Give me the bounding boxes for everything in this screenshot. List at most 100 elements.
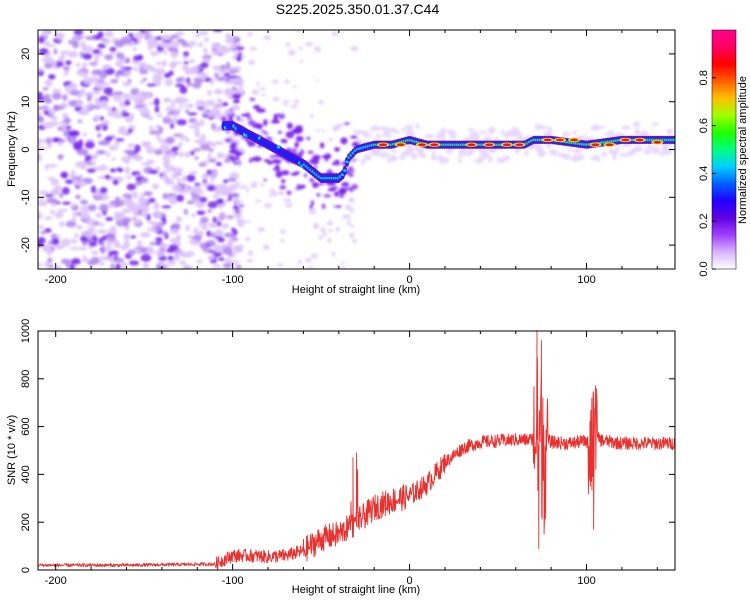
- noise-blob: [59, 220, 65, 227]
- noise-blob: [268, 195, 272, 198]
- noise-blob: [74, 161, 86, 168]
- noise-blob: [121, 261, 127, 269]
- noise-blob: [53, 48, 58, 55]
- ridge-halo-blob: [562, 131, 571, 137]
- noise-blob: [106, 239, 113, 246]
- noise-blob: [176, 119, 187, 126]
- noise-blob: [233, 199, 243, 204]
- ridge-halo-blob: [457, 158, 462, 164]
- noise-blob: [88, 62, 98, 66]
- ridge-halo-blob: [575, 147, 581, 153]
- noise-blob: [194, 132, 201, 138]
- noise-blob: [84, 35, 96, 41]
- ridge-halo-blob: [375, 133, 381, 140]
- noise-blob: [75, 62, 82, 67]
- y-tick-label: -10: [20, 189, 32, 205]
- noise-blob: [196, 259, 203, 264]
- noise-blob: [264, 132, 269, 135]
- noise-blob: [89, 241, 98, 247]
- noise-blob: [122, 112, 131, 117]
- noise-blob: [38, 200, 48, 207]
- noise-blob: [112, 179, 119, 186]
- ridge-halo-blob: [251, 156, 262, 162]
- noise-blob: [156, 113, 163, 118]
- hot-spot: [417, 143, 426, 147]
- ridge-halo-blob: [609, 148, 620, 155]
- noise-blob: [183, 61, 189, 65]
- noise-blob: [235, 181, 240, 188]
- noise-blob: [161, 34, 171, 42]
- y-tick-label: 200: [20, 513, 32, 531]
- noise-blob: [38, 138, 44, 143]
- noise-blob: [224, 158, 231, 163]
- hot-spot: [485, 143, 494, 147]
- ridge-halo-blob: [534, 126, 543, 131]
- snr-series-line: [38, 331, 675, 570]
- ridge-halo-blob: [281, 170, 290, 176]
- noise-blob: [75, 180, 87, 187]
- noise-blob: [137, 239, 143, 248]
- noise-blob: [174, 31, 185, 36]
- noise-blob: [127, 128, 133, 134]
- noise-blob: [64, 85, 70, 93]
- ridge-halo-blob: [281, 179, 286, 184]
- noise-blob: [71, 202, 77, 210]
- ridge-halo-blob: [446, 129, 454, 135]
- noise-blob: [347, 166, 354, 171]
- noise-blob: [277, 190, 285, 196]
- noise-blob: [141, 162, 152, 166]
- noise-blob: [207, 208, 213, 213]
- ridge-halo-blob: [405, 129, 415, 137]
- noise-blob: [245, 187, 250, 193]
- noise-blob: [162, 192, 168, 200]
- noise-blob: [162, 218, 167, 225]
- noise-blob: [211, 50, 221, 56]
- noise-blob: [196, 79, 205, 83]
- noise-blob: [100, 38, 107, 42]
- noise-blob: [283, 101, 288, 107]
- noise-blob: [349, 169, 355, 173]
- ridge-halo-blob: [496, 157, 507, 164]
- noise-blob: [121, 65, 126, 74]
- noise-blob: [146, 213, 151, 221]
- noise-blob: [212, 171, 219, 176]
- noise-blob: [43, 40, 51, 45]
- noise-blob: [192, 81, 202, 89]
- noise-blob: [232, 209, 237, 214]
- ridge-halo-blob: [331, 162, 341, 166]
- noise-blob: [97, 43, 106, 49]
- noise-blob: [348, 196, 355, 203]
- noise-blob: [181, 175, 188, 182]
- noise-blob: [251, 89, 260, 96]
- y-tick-label: 400: [20, 465, 32, 483]
- noise-blob: [143, 141, 152, 147]
- noise-blob: [260, 130, 267, 133]
- noise-blob: [189, 170, 198, 175]
- noise-blob: [59, 192, 64, 198]
- noise-blob: [120, 130, 129, 136]
- ridge-halo-blob: [312, 182, 319, 188]
- noise-blob: [43, 98, 53, 104]
- ridge-halo-blob: [232, 99, 241, 104]
- noise-blob: [128, 260, 140, 266]
- noise-blob: [238, 84, 244, 89]
- noise-blob: [68, 39, 73, 45]
- ridge-halo-blob: [457, 153, 464, 158]
- noise-blob: [113, 257, 124, 263]
- noise-blob: [95, 212, 103, 218]
- noise-blob: [171, 223, 181, 229]
- noise-blob: [327, 237, 332, 243]
- snr-y-axis-label: SNR (10 * v/v): [6, 415, 18, 485]
- noise-blob: [194, 182, 201, 187]
- noise-blob: [122, 209, 130, 213]
- snr-frame: [37, 330, 676, 571]
- noise-blob: [134, 181, 143, 186]
- noise-blob: [163, 158, 171, 166]
- noise-blob: [197, 30, 209, 36]
- noise-blob: [276, 263, 285, 267]
- noise-blob: [163, 50, 168, 55]
- y-tick-label: 1000: [20, 319, 32, 343]
- noise-blob: [68, 83, 76, 89]
- noise-blob: [289, 48, 295, 53]
- noise-blob: [217, 237, 226, 243]
